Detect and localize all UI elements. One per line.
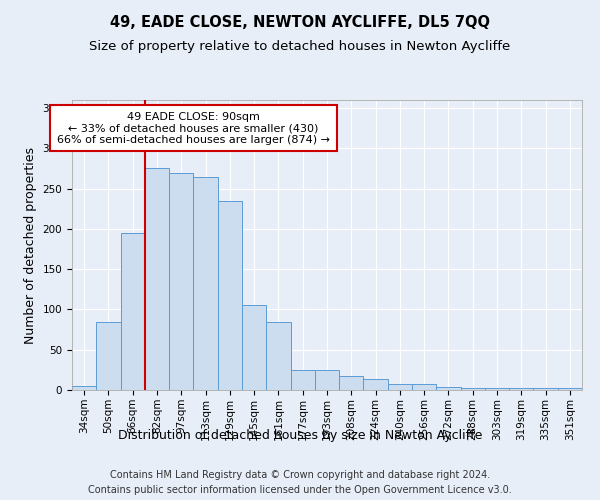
- Bar: [242, 306, 266, 390]
- Text: 49 EADE CLOSE: 90sqm
← 33% of detached houses are smaller (430)
66% of semi-deta: 49 EADE CLOSE: 90sqm ← 33% of detached h…: [57, 112, 330, 145]
- Bar: [558, 388, 582, 390]
- Bar: [339, 376, 364, 390]
- Text: Size of property relative to detached houses in Newton Aycliffe: Size of property relative to detached ho…: [89, 40, 511, 53]
- Bar: [266, 322, 290, 390]
- Text: Contains HM Land Registry data © Crown copyright and database right 2024.: Contains HM Land Registry data © Crown c…: [110, 470, 490, 480]
- Bar: [72, 386, 96, 390]
- Bar: [461, 388, 485, 390]
- Bar: [121, 233, 145, 390]
- Text: Contains public sector information licensed under the Open Government Licence v3: Contains public sector information licen…: [88, 485, 512, 495]
- Bar: [533, 388, 558, 390]
- Bar: [193, 176, 218, 390]
- Bar: [290, 370, 315, 390]
- Bar: [364, 378, 388, 390]
- Bar: [412, 384, 436, 390]
- Y-axis label: Number of detached properties: Number of detached properties: [24, 146, 37, 344]
- Text: 49, EADE CLOSE, NEWTON AYCLIFFE, DL5 7QQ: 49, EADE CLOSE, NEWTON AYCLIFFE, DL5 7QQ: [110, 15, 490, 30]
- Bar: [145, 168, 169, 390]
- Bar: [388, 384, 412, 390]
- Bar: [169, 172, 193, 390]
- Bar: [509, 388, 533, 390]
- Bar: [436, 387, 461, 390]
- Text: Distribution of detached houses by size in Newton Aycliffe: Distribution of detached houses by size …: [118, 428, 482, 442]
- Bar: [96, 322, 121, 390]
- Bar: [218, 200, 242, 390]
- Bar: [485, 388, 509, 390]
- Bar: [315, 370, 339, 390]
